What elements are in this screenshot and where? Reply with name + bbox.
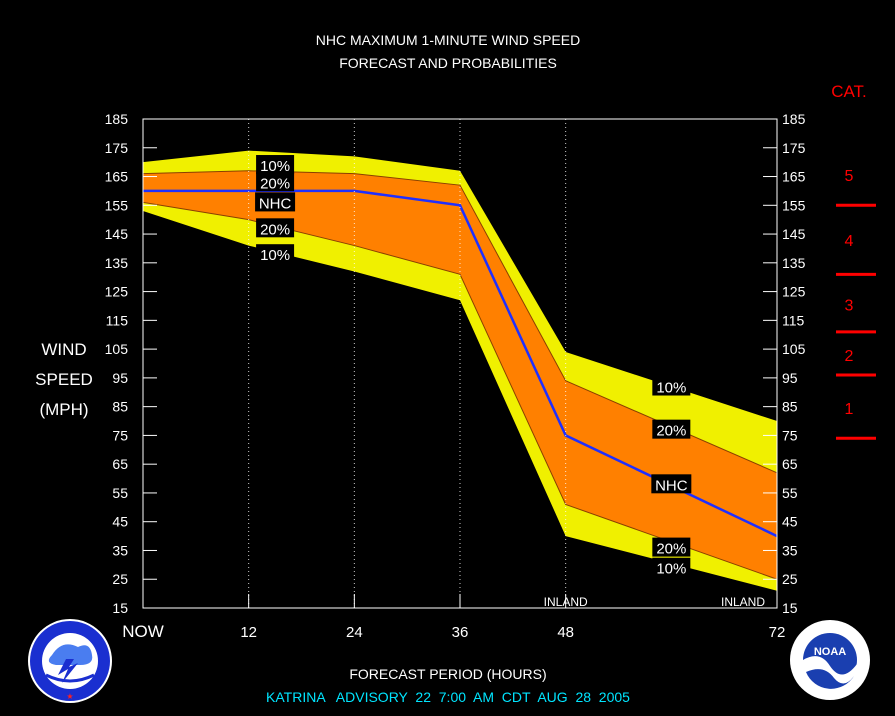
- y-tick-label-right-145: 145: [782, 226, 806, 242]
- category-label-5: 5: [845, 168, 854, 185]
- y-axis-label-line-1: WIND: [41, 340, 86, 359]
- x-axis: NOW 12 24 36 48 72: [122, 594, 785, 641]
- y-tick-label-left-175: 175: [105, 140, 129, 156]
- category-title: CAT.: [831, 82, 867, 101]
- y-tick-label-right-165: 165: [782, 169, 806, 185]
- y-tick-label-right-175: 175: [782, 140, 806, 156]
- y-tick-label-right-185: 185: [782, 111, 806, 127]
- y-tick-label-right-125: 125: [782, 284, 806, 300]
- series-label-6: 20%: [656, 423, 686, 440]
- series-label-box-1: [256, 172, 295, 192]
- series-label-box-2: [255, 192, 296, 212]
- category-label-2: 2: [845, 348, 854, 365]
- category-label-1: 1: [845, 401, 854, 418]
- y-tick-label-right-65: 65: [782, 456, 798, 472]
- y-tick-label-right-45: 45: [782, 514, 798, 530]
- series-label-box-3: [256, 218, 295, 238]
- band-20-percent: [143, 170, 777, 580]
- x-tick-label-24: 24: [346, 624, 363, 641]
- y-tick-label-right-115: 115: [782, 312, 805, 328]
- x-tick-label-now: NOW: [122, 622, 164, 641]
- inland-label-0: INLAND: [544, 595, 588, 609]
- y-tick-label-left-65: 65: [112, 456, 128, 472]
- y-tick-label-right-55: 55: [782, 485, 798, 501]
- y-tick-label-left-55: 55: [112, 485, 128, 501]
- advisory-footer: KATRINA ADVISORY 22 7:00 AM CDT AUG 28 2…: [266, 689, 630, 705]
- y-tick-label-right-25: 25: [782, 571, 798, 587]
- series-label-box-8: [652, 537, 691, 557]
- nws-logo: ★: [28, 619, 112, 703]
- y-tick-label-left-105: 105: [105, 341, 129, 357]
- svg-text:★: ★: [66, 692, 73, 701]
- series-label-box-4: [256, 244, 295, 264]
- line-nhc-forecast: [143, 189, 778, 538]
- series-label-3: 20%: [260, 221, 290, 238]
- series-label-box-5: [652, 376, 691, 396]
- y-tick-label-left-165: 165: [105, 169, 129, 185]
- x-axis-label: FORECAST PERIOD (HOURS): [349, 666, 546, 682]
- y-tick-label-left-145: 145: [105, 226, 129, 242]
- series-label-9: 10%: [656, 561, 686, 578]
- series-label-5: 10%: [656, 380, 686, 397]
- y-axis-label-line-3: (MPH): [39, 400, 88, 419]
- y-tick-label-right-35: 35: [782, 542, 798, 558]
- category-label-3: 3: [845, 298, 854, 315]
- x-tick-label-12: 12: [240, 624, 257, 641]
- y-tick-label-left-15: 15: [112, 600, 128, 616]
- series-label-1: 20%: [260, 175, 290, 192]
- y-tick-label-left-75: 75: [112, 427, 128, 443]
- series-label-box-6: [652, 419, 691, 439]
- y-axis-left: 15 25 35 45 55 65 75 85 95 105 115 125 135 145 155 165 1…: [105, 111, 157, 616]
- y-tick-label-right-75: 75: [782, 427, 798, 443]
- y-tick-label-left-115: 115: [106, 312, 129, 328]
- series-label-box-9: [652, 557, 691, 577]
- chart-title: NHC MAXIMUM 1-MINUTE WIND SPEED: [316, 32, 580, 48]
- x-tick-label-72: 72: [769, 624, 786, 641]
- inland-label-1: INLAND: [721, 595, 765, 609]
- line-20-percent-upper: [142, 170, 778, 474]
- series-label-4: 10%: [260, 247, 290, 264]
- x-tick-label-36: 36: [452, 624, 469, 641]
- series-label-2: NHC: [259, 195, 292, 212]
- probability-bands: [142, 150, 778, 591]
- y-tick-label-left-45: 45: [112, 514, 128, 530]
- y-tick-label-left-35: 35: [112, 542, 128, 558]
- y-tick-label-left-135: 135: [105, 255, 129, 271]
- series-label-8: 20%: [656, 541, 686, 558]
- category-scale: CAT. 5 4 3 2 1: [831, 82, 876, 440]
- y-tick-label-left-125: 125: [105, 284, 129, 300]
- category-label-4: 4: [845, 233, 854, 250]
- inland-annotations: INLAND INLAND: [544, 595, 766, 609]
- series-label-box-0: [256, 155, 295, 175]
- grid-lines: [248, 119, 567, 608]
- y-tick-label-left-185: 185: [105, 111, 129, 127]
- y-tick-label-right-95: 95: [782, 370, 798, 386]
- y-tick-label-right-85: 85: [782, 399, 798, 415]
- noaa-logo-text: NOAA: [814, 646, 846, 658]
- series-label-0: 10%: [260, 158, 290, 175]
- y-axis-right: 15 25 35 45 55 65 75 85 95 105 115 125 135 145 155 165 1…: [763, 111, 806, 616]
- y-tick-label-left-85: 85: [112, 399, 128, 415]
- noaa-logo: NOAA: [790, 620, 870, 700]
- y-tick-label-right-135: 135: [782, 255, 806, 271]
- y-tick-label-right-155: 155: [782, 197, 806, 213]
- series-label-7: NHC: [655, 477, 688, 494]
- y-tick-label-left-95: 95: [112, 370, 128, 386]
- x-tick-label-48: 48: [557, 624, 574, 641]
- y-axis-label-line-2: SPEED: [35, 370, 93, 389]
- y-tick-label-left-25: 25: [112, 571, 128, 587]
- y-tick-label-right-15: 15: [782, 600, 798, 616]
- line-20-percent-lower: [142, 201, 778, 580]
- y-tick-label-left-155: 155: [105, 197, 129, 213]
- chart-subtitle: FORECAST AND PROBABILITIES: [339, 55, 557, 71]
- series-label-box-7: [651, 474, 692, 494]
- y-tick-label-right-105: 105: [782, 341, 806, 357]
